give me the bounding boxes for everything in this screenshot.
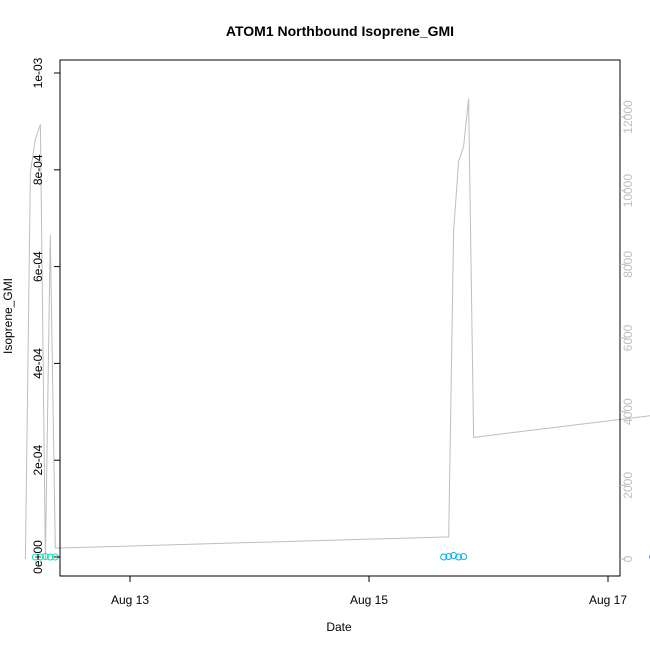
x-tick-label: Aug 15 [350, 593, 388, 607]
altitude-line [24, 98, 650, 560]
plot-frame [59, 59, 621, 577]
y-tick-label: 8e-04 [31, 154, 45, 185]
data-point [31, 553, 39, 561]
right-axis-ticks: 0 2000 4000 6000 8000 10000 12000 [620, 100, 635, 562]
data-point [46, 553, 54, 561]
x-axis-label: Date [326, 620, 352, 634]
y-tick-label: 0e+00 [31, 540, 45, 574]
data-point [41, 553, 49, 560]
right-tick-label: 4000 [621, 398, 635, 425]
y-axis-label: Isoprene_GMI [1, 278, 15, 354]
data-point [440, 553, 448, 561]
data-point [460, 553, 468, 560]
altitude-line-layer [24, 98, 650, 560]
right-tick-label: 12000 [621, 100, 635, 134]
data-point [450, 552, 458, 559]
data-point [445, 553, 453, 560]
chart-title: ATOM1 Northbound Isoprene_GMI [226, 23, 454, 39]
right-tick-label: 8000 [621, 251, 635, 278]
data-point [36, 553, 44, 561]
y-tick-label: 1e-03 [31, 57, 45, 88]
right-tick-label: 0 [621, 555, 635, 562]
y-tick-label: 4e-04 [31, 348, 45, 379]
y-axis-ticks: 0e+00 2e-04 4e-04 6e-04 8e-04 1e-03 [31, 57, 60, 574]
y-tick-label: 6e-04 [31, 251, 45, 282]
x-tick-label: Aug 13 [111, 593, 149, 607]
data-point [455, 553, 463, 561]
x-tick-label: Aug 17 [589, 593, 627, 607]
right-tick-label: 6000 [621, 324, 635, 351]
right-tick-label: 2000 [621, 472, 635, 499]
y-tick-label: 2e-04 [31, 445, 45, 476]
data-points-layer [31, 552, 650, 561]
right-tick-label: 10000 [621, 174, 635, 208]
